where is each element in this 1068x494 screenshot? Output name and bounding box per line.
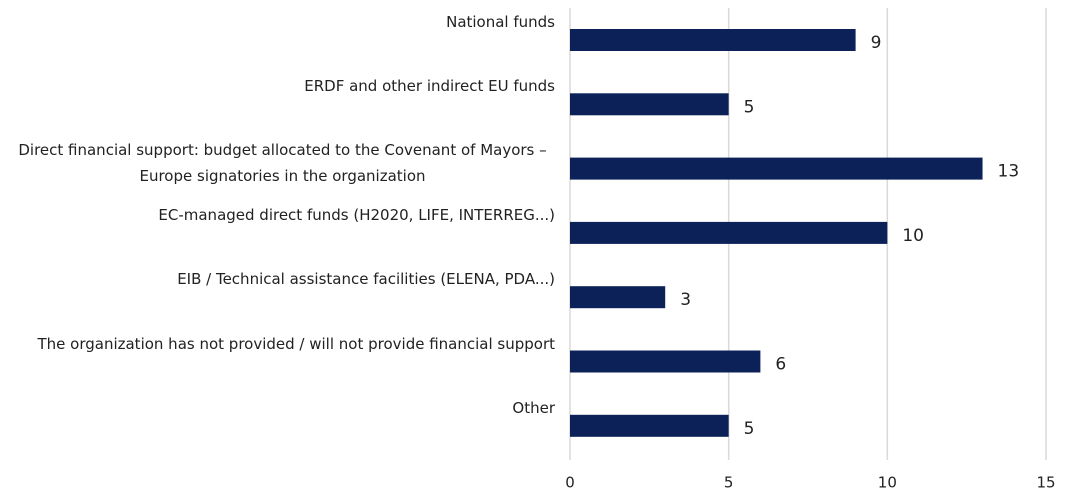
category-label: Direct financial support: budget allocat…	[10, 137, 555, 189]
category-label: EC-managed direct funds (H2020, LIFE, IN…	[10, 202, 555, 228]
category-text: EC-managed direct funds (H2020, LIFE, IN…	[158, 205, 555, 224]
value-label: 13	[998, 162, 1020, 182]
category-label: EIB / Technical assistance facilities (E…	[10, 266, 555, 292]
x-tick-label: 5	[724, 474, 734, 492]
value-label: 10	[902, 226, 924, 246]
value-label: 5	[744, 97, 755, 117]
category-label: ERDF and other indirect EU funds	[10, 73, 555, 99]
bar	[570, 286, 666, 309]
category-text: The organization has not provided / will…	[37, 334, 555, 353]
x-tick-label: 0	[565, 474, 575, 492]
category-label: Other	[10, 395, 555, 421]
category-text: Other	[512, 398, 555, 417]
category-label: The organization has not provided / will…	[10, 331, 555, 357]
category-text: EIB / Technical assistance facilities (E…	[177, 270, 555, 289]
value-label: 6	[775, 355, 786, 375]
x-tick-label: 15	[1036, 474, 1055, 492]
bar	[570, 29, 856, 51]
value-label: 3	[680, 290, 691, 310]
bar	[570, 414, 729, 437]
x-tick-label: 10	[878, 474, 897, 492]
value-label: 9	[871, 33, 882, 53]
category-label: National funds	[10, 9, 555, 35]
bar	[570, 221, 888, 244]
value-label: 5	[744, 419, 755, 439]
bar	[570, 93, 729, 116]
category-text: National funds	[446, 13, 555, 31]
category-text: Direct financial support: budget allocat…	[18, 140, 547, 185]
bar	[570, 350, 761, 373]
category-text: ERDF and other indirect EU funds	[304, 77, 555, 96]
bar	[570, 157, 983, 180]
